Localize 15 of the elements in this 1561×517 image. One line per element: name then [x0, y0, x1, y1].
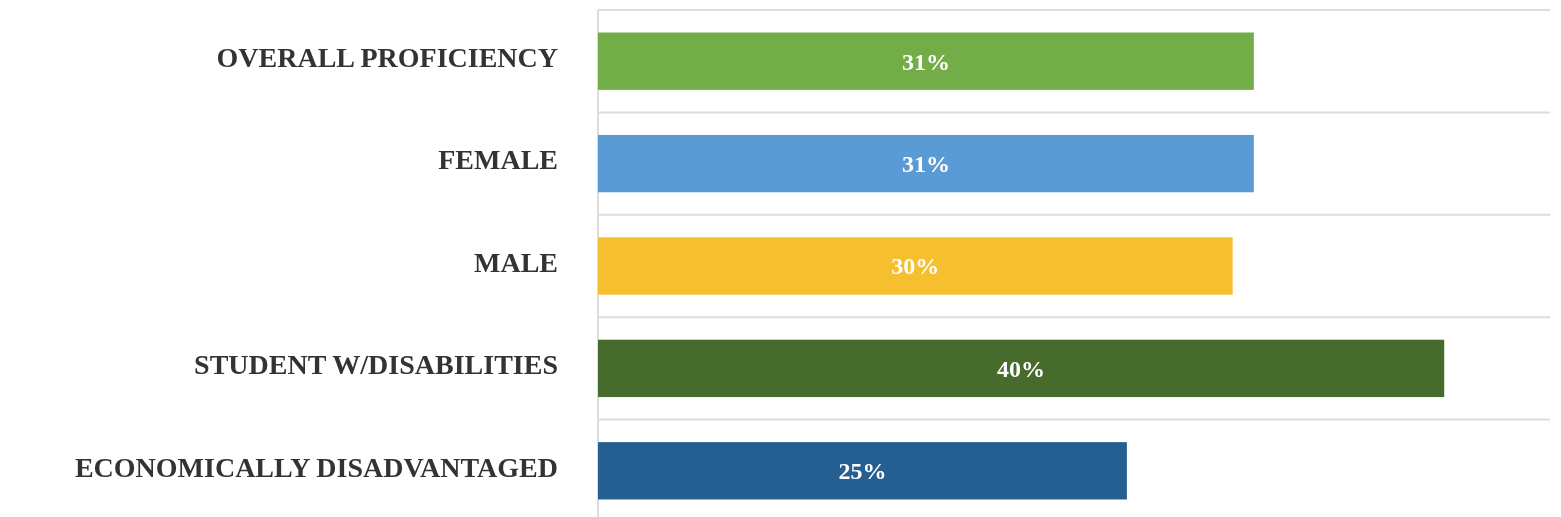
- y-tick-label: FEMALE: [438, 144, 558, 176]
- y-tick-label: STUDENT W/DISABILITIES: [194, 349, 558, 381]
- bar: [598, 32, 1254, 90]
- data-label: 40%: [997, 355, 1046, 382]
- bar: [598, 442, 1127, 500]
- data-label: 31%: [901, 48, 950, 75]
- data-label: 31%: [901, 151, 950, 177]
- y-tick-label: MALE: [474, 246, 558, 278]
- bar: [598, 237, 1233, 295]
- y-tick-label: ECONOMICALLY DISADVANTAGED: [74, 451, 558, 483]
- bar: [598, 134, 1254, 193]
- y-tick-label: OVERALL PROFICIENCY: [216, 42, 558, 73]
- bar: [598, 339, 1445, 398]
- data-label: 25%: [838, 458, 887, 485]
- data-label: 30%: [891, 253, 940, 280]
